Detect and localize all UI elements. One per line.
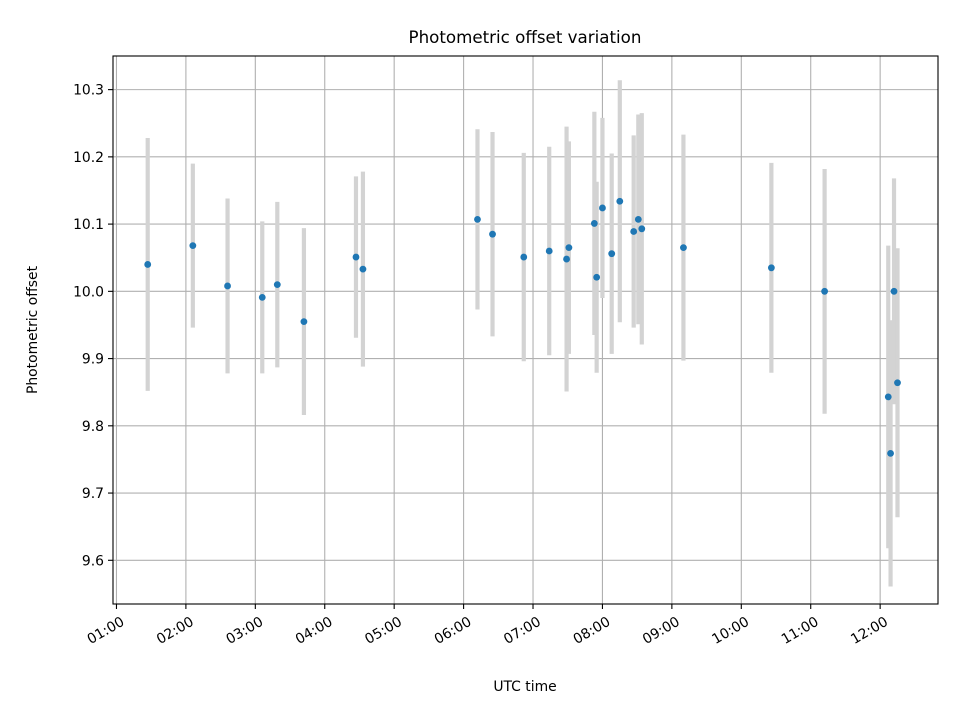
x-tick-label: 09:00 bbox=[640, 614, 683, 648]
x-tick-label: 05:00 bbox=[362, 614, 405, 648]
x-tick-label: 04:00 bbox=[293, 614, 336, 648]
x-tick-label: 02:00 bbox=[154, 614, 197, 648]
data-point bbox=[767, 264, 775, 272]
y-tick-label: 10.1 bbox=[73, 217, 104, 233]
data-point bbox=[300, 318, 308, 325]
data-point bbox=[680, 244, 687, 252]
data-point bbox=[887, 449, 894, 457]
x-tick-label: 12:00 bbox=[848, 614, 891, 648]
data-point bbox=[890, 287, 898, 295]
x-tick-label: 03:00 bbox=[223, 614, 266, 648]
data-point bbox=[616, 197, 624, 205]
y-tick-label: 9.8 bbox=[82, 419, 104, 435]
data-point bbox=[359, 265, 367, 273]
data-point bbox=[630, 228, 638, 235]
data-point bbox=[599, 204, 606, 212]
data-point bbox=[273, 281, 281, 289]
x-gridlines bbox=[115, 56, 881, 604]
data-point bbox=[489, 230, 496, 238]
data-point bbox=[144, 261, 152, 268]
data-point bbox=[474, 215, 481, 223]
y-axis-ticks: 9.6 9.7 9.8 9.9 10.0 10.1 10.2 10.3 bbox=[73, 83, 113, 569]
data-point bbox=[884, 393, 892, 401]
x-tick-label: 06:00 bbox=[432, 614, 475, 648]
data-point bbox=[189, 242, 197, 250]
y-tick-label: 9.7 bbox=[82, 486, 104, 502]
data-point bbox=[634, 215, 642, 223]
data-point bbox=[545, 247, 553, 255]
plot-frame bbox=[112, 55, 939, 605]
data-point bbox=[608, 250, 616, 258]
y-tick-label: 10.0 bbox=[73, 284, 104, 300]
y-tick-label: 9.9 bbox=[82, 352, 104, 368]
error-bars bbox=[145, 80, 900, 587]
x-tick-label: 11:00 bbox=[779, 614, 822, 648]
data-point bbox=[258, 293, 266, 301]
data-point bbox=[593, 273, 601, 281]
data-point bbox=[520, 253, 528, 261]
x-tick-label: 08:00 bbox=[571, 614, 614, 648]
data-point bbox=[565, 244, 573, 252]
x-tick-label: 10:00 bbox=[709, 614, 752, 648]
chart-title: Photometric offset variation bbox=[409, 27, 642, 47]
y-axis-label: Photometric offset bbox=[25, 265, 41, 394]
data-point bbox=[821, 287, 829, 295]
y-tick-label: 10.2 bbox=[73, 150, 104, 166]
data-point bbox=[563, 255, 570, 263]
data-points bbox=[144, 197, 901, 457]
x-tick-label: 01:00 bbox=[85, 614, 128, 648]
x-tick-label: 07:00 bbox=[501, 614, 544, 648]
y-tick-label: 10.3 bbox=[73, 83, 104, 99]
data-point bbox=[638, 225, 646, 233]
data-point bbox=[352, 253, 360, 261]
y-tick-label: 9.6 bbox=[82, 553, 104, 569]
data-point bbox=[590, 220, 598, 227]
x-axis-label: UTC time bbox=[493, 679, 556, 695]
data-point bbox=[894, 379, 901, 387]
data-point bbox=[224, 282, 231, 290]
x-axis-ticks: 01:00 02:00 03:00 04:00 05:00 06:00 07:00 08:00… bbox=[85, 604, 891, 648]
